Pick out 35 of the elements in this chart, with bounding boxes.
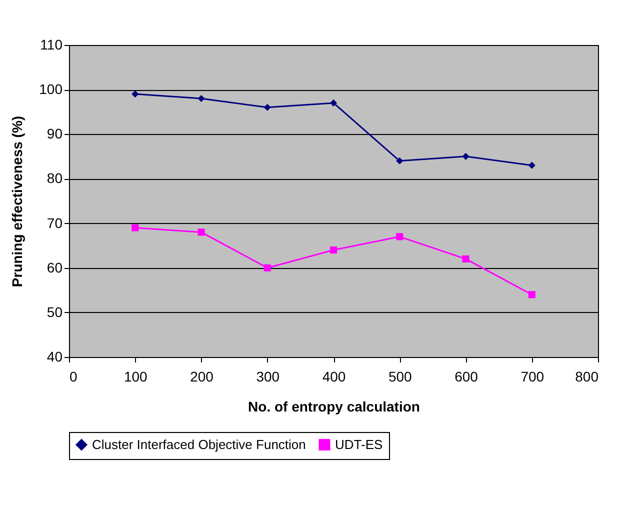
point	[528, 162, 536, 169]
x-tick-label: 600	[454, 368, 478, 384]
y-tick-label: 50	[46, 304, 63, 320]
point	[462, 152, 470, 160]
legend-label: Cluster Interfaced Objective Function	[92, 436, 306, 452]
y-tick-label: 60	[46, 259, 63, 276]
point	[330, 99, 338, 106]
y-axis-title: Pruning effectiveness (%)	[9, 116, 26, 288]
point	[528, 291, 536, 298]
y-tick-label: 40	[46, 348, 63, 364]
x-tick-label: 0	[70, 368, 78, 384]
point	[198, 228, 205, 236]
point	[396, 157, 404, 164]
y-tick-label: 110	[40, 36, 63, 52]
point	[198, 94, 205, 102]
point	[396, 233, 404, 240]
legend-label: UDT-ES	[335, 436, 383, 452]
y-tick-label: 90	[46, 126, 63, 142]
y-tick-label: 70	[46, 214, 63, 231]
point	[132, 90, 139, 98]
point	[330, 246, 338, 254]
x-tick-label: 500	[388, 368, 412, 384]
point	[462, 255, 470, 262]
point	[264, 264, 271, 272]
x-tick-label: 200	[190, 368, 214, 384]
x-tick-label: 100	[124, 368, 148, 384]
point	[132, 224, 139, 232]
x-tick-label: 400	[322, 368, 346, 384]
x-axis-title: No. of entropy calculation	[248, 398, 420, 414]
x-tick-label: 800	[575, 368, 599, 384]
x-tick-label: 700	[520, 368, 544, 384]
point	[264, 104, 271, 111]
x-tick-label: 300	[256, 368, 280, 384]
y-tick-label: 80	[46, 170, 63, 186]
y-tick-label: 100	[39, 81, 63, 98]
